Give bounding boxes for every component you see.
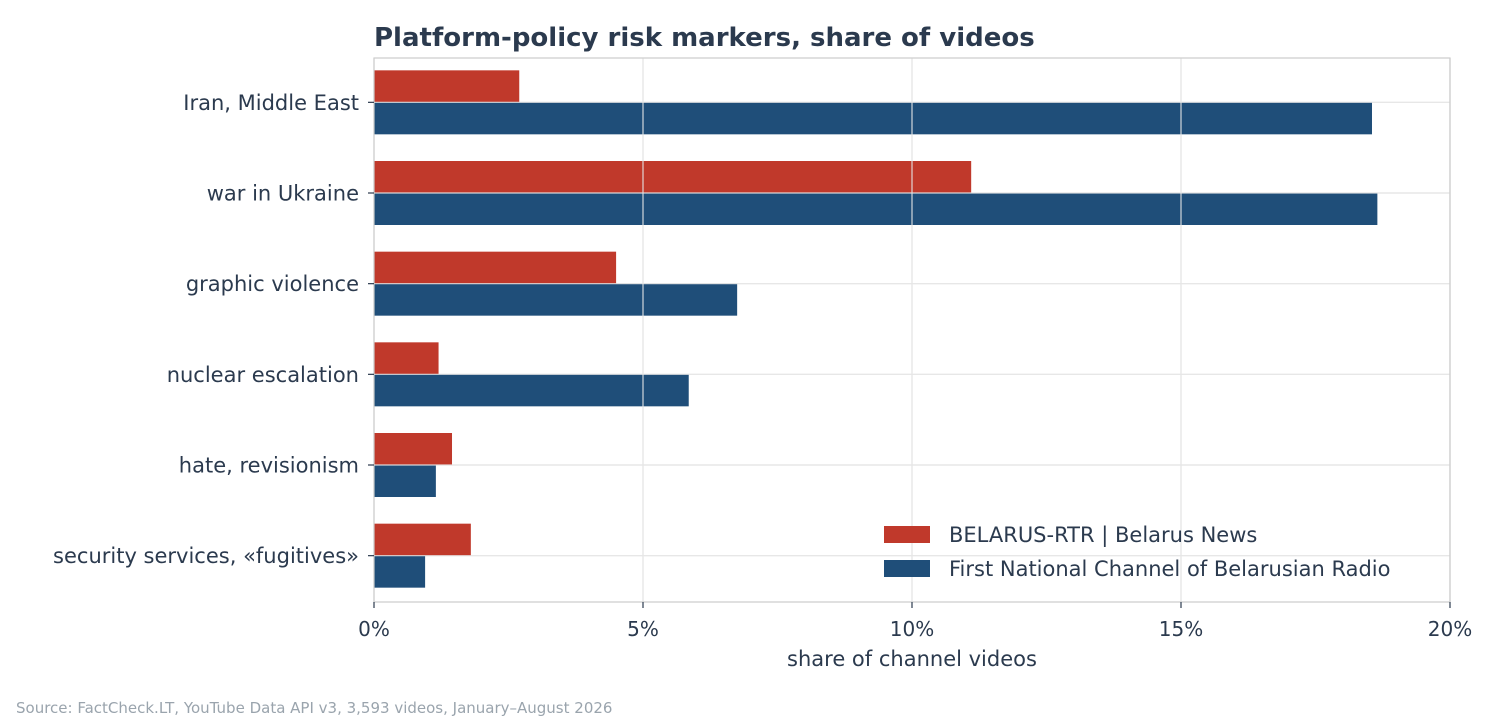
- legend-swatch: [884, 526, 930, 543]
- x-axis-title: share of channel videos: [787, 647, 1037, 671]
- bar-first-national-channel: [374, 193, 1378, 225]
- x-tick-label: 10%: [890, 617, 934, 641]
- x-tick-label: 15%: [1159, 617, 1203, 641]
- bar-first-national-channel: [374, 283, 738, 316]
- y-tick-label: hate, revisionism: [179, 454, 359, 478]
- bar-first-national-channel: [374, 102, 1372, 135]
- bar-belarus-rtr: [374, 342, 439, 375]
- legend: BELARUS-RTR | Belarus News First National…: [884, 523, 1390, 581]
- bar-belarus-rtr: [374, 70, 520, 103]
- y-tick-label: nuclear escalation: [167, 363, 359, 387]
- bar-belarus-rtr: [374, 251, 617, 284]
- source-note: Source: FactCheck.LT, YouTube Data API v…: [16, 699, 612, 717]
- bar-belarus-rtr: [374, 161, 972, 193]
- bar-belarus-rtr: [374, 433, 453, 465]
- y-tick-label: Iran, Middle East: [183, 91, 359, 115]
- y-tick-label: war in Ukraine: [207, 182, 359, 206]
- bar-first-national-channel: [374, 374, 689, 407]
- chart-title: Platform-policy risk markers, share of v…: [374, 23, 1035, 53]
- x-axis: 0% 5% 10% 15% 20%: [358, 602, 1472, 641]
- x-tick-label: 5%: [627, 617, 659, 641]
- x-tick-label: 20%: [1428, 617, 1472, 641]
- y-axis: Iran, Middle East war in Ukraine graphic v…: [53, 91, 374, 568]
- legend-swatch: [884, 560, 930, 577]
- bar-first-national-channel: [374, 555, 426, 588]
- bar-belarus-rtr: [374, 523, 471, 556]
- bars: [374, 58, 1451, 602]
- bar-first-national-channel: [374, 465, 436, 497]
- legend-label: First National Channel of Belarusian Rad…: [949, 557, 1390, 581]
- y-tick-label: security services, «fugitives»: [53, 544, 359, 568]
- legend-label: BELARUS-RTR | Belarus News: [949, 523, 1257, 548]
- y-tick-label: graphic violence: [186, 272, 359, 296]
- x-tick-label: 0%: [358, 617, 390, 641]
